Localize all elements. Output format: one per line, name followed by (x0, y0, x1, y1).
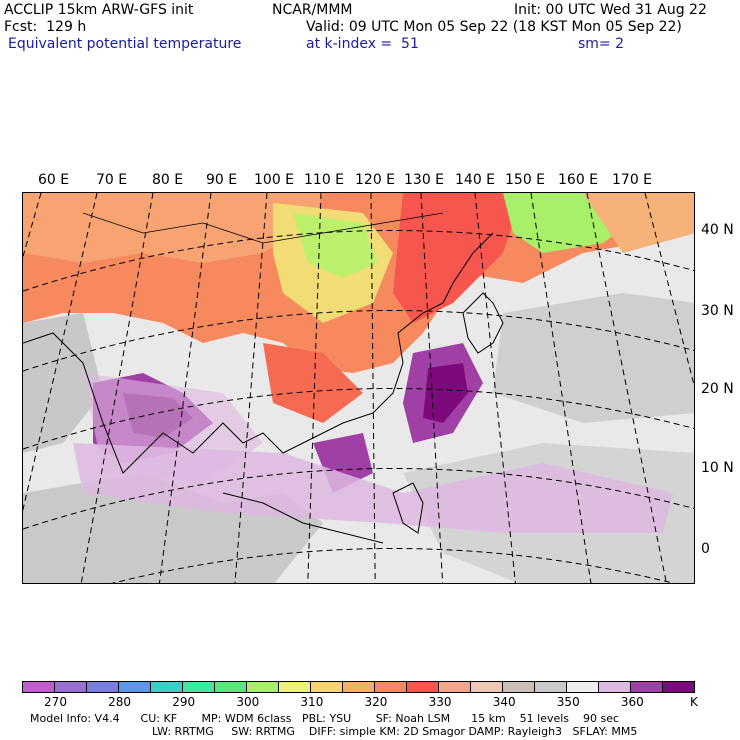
lon-label: 130 E (404, 172, 445, 188)
warm-region-north-pacific (583, 193, 694, 253)
colorbar-segment (119, 682, 151, 692)
colorbar (22, 681, 695, 693)
light-purple-region-india (83, 373, 263, 483)
colorbar-segment (87, 682, 119, 692)
colorbar-tick-label: 270 (44, 695, 67, 709)
latitude-line (23, 468, 694, 530)
longitude-line (158, 193, 212, 583)
colorbar-segment (375, 682, 407, 692)
colorbar-segment (631, 682, 663, 692)
lat-label: 10 N (701, 460, 734, 476)
coastline-indonesia (222, 492, 384, 544)
colorbar-tick-label: 320 (364, 695, 388, 709)
lon-label: 140 E (455, 172, 496, 188)
title-org: NCAR/MMM (272, 2, 353, 18)
longitude-line (420, 193, 444, 583)
colorbar-tick-label: 280 (108, 695, 132, 709)
longitude-line (80, 193, 154, 583)
coastline-asia (23, 232, 494, 474)
colorbar-segment (663, 682, 694, 692)
forecast-hour: Fcst: 129 h (4, 19, 87, 35)
field-name: Equivalent potential temperature (8, 36, 242, 52)
latitude-line (23, 230, 694, 292)
map-field (23, 193, 694, 583)
longitude-line (23, 193, 98, 512)
hot-region-south-china (263, 343, 363, 423)
colorbar-tick-label: 330 (428, 695, 452, 709)
model-info-line1: Model Info: V4.4 CU: KF MP: WDM 6class P… (30, 712, 620, 725)
lon-label: 120 E (355, 172, 396, 188)
longitude-line (234, 193, 268, 583)
map-panel (22, 192, 695, 584)
latitude-line (23, 310, 694, 372)
lat-label: 30 N (701, 303, 734, 319)
longitude-line (530, 193, 592, 583)
lon-label: 160 E (558, 172, 599, 188)
lon-label: 170 E (612, 172, 653, 188)
lon-label: 60 E (38, 172, 70, 188)
colorbar-tick-label: 290 (172, 695, 196, 709)
colorbar-segment (535, 682, 567, 692)
colorbar-segment (23, 682, 55, 692)
colorbar-segment (503, 682, 535, 692)
lon-label: 150 E (505, 172, 546, 188)
longitude-line (474, 193, 516, 583)
coastline-philippines (392, 482, 424, 534)
deep-purple-region-typhoon (423, 363, 468, 423)
longitude-line (370, 193, 376, 583)
smoothing: sm= 2 (578, 36, 625, 52)
hot-region-manchuria (393, 193, 523, 323)
colorbar-segment (279, 682, 311, 692)
lon-label: 100 E (254, 172, 295, 188)
green-region-mongolia (293, 213, 378, 278)
graticule (23, 193, 694, 583)
colorbar-segment (407, 682, 439, 692)
colorbar-tick-label: 340 (492, 695, 516, 709)
colorbar-segment (567, 682, 599, 692)
latitude-line (111, 548, 675, 583)
colorbar-segment (439, 682, 471, 692)
lat-label: 0 (701, 541, 710, 557)
title-model: ACCLIP 15km ARW-GFS init (4, 2, 194, 18)
latitude-line (23, 388, 694, 450)
colorbar-segment (215, 682, 247, 692)
coastline-japan (462, 292, 504, 354)
valid-time: Valid: 09 UTC Mon 05 Sep 22 (18 KST Mon … (306, 19, 682, 35)
colorbar-segment (599, 682, 631, 692)
colorbar-segment (311, 682, 343, 692)
colorbar-segment (471, 682, 503, 692)
init-time: Init: 00 UTC Wed 31 Aug 22 (514, 2, 707, 18)
model-info-line2: LW: RRTMG SW: RRTMG DIFF: simple KM: 2D … (152, 725, 638, 738)
lon-label: 110 E (304, 172, 345, 188)
grey-region-northeast (493, 293, 694, 423)
lat-label: 40 N (701, 222, 734, 238)
lon-label: 70 E (96, 172, 128, 188)
colorbar-segment (55, 682, 87, 692)
colorbar-unit: K (690, 695, 698, 709)
colorbar-segment (151, 682, 183, 692)
colorbar-segment (183, 682, 215, 692)
lon-label: 90 E (206, 172, 238, 188)
longitude-line (307, 193, 322, 583)
colorbar-tick-label: 300 (236, 695, 260, 709)
level-index: at k-index = 51 (306, 36, 419, 52)
lon-label: 80 E (152, 172, 184, 188)
colorbar-segment (343, 682, 375, 692)
colorbar-tick-label: 360 (620, 695, 644, 709)
colorbar-tick-label: 310 (300, 695, 324, 709)
colorbar-segment (247, 682, 279, 692)
longitude-line (586, 193, 667, 583)
colorbar-tick-label: 350 (556, 695, 580, 709)
grey-region-arabian-sea (23, 313, 103, 453)
lat-label: 20 N (701, 381, 734, 397)
